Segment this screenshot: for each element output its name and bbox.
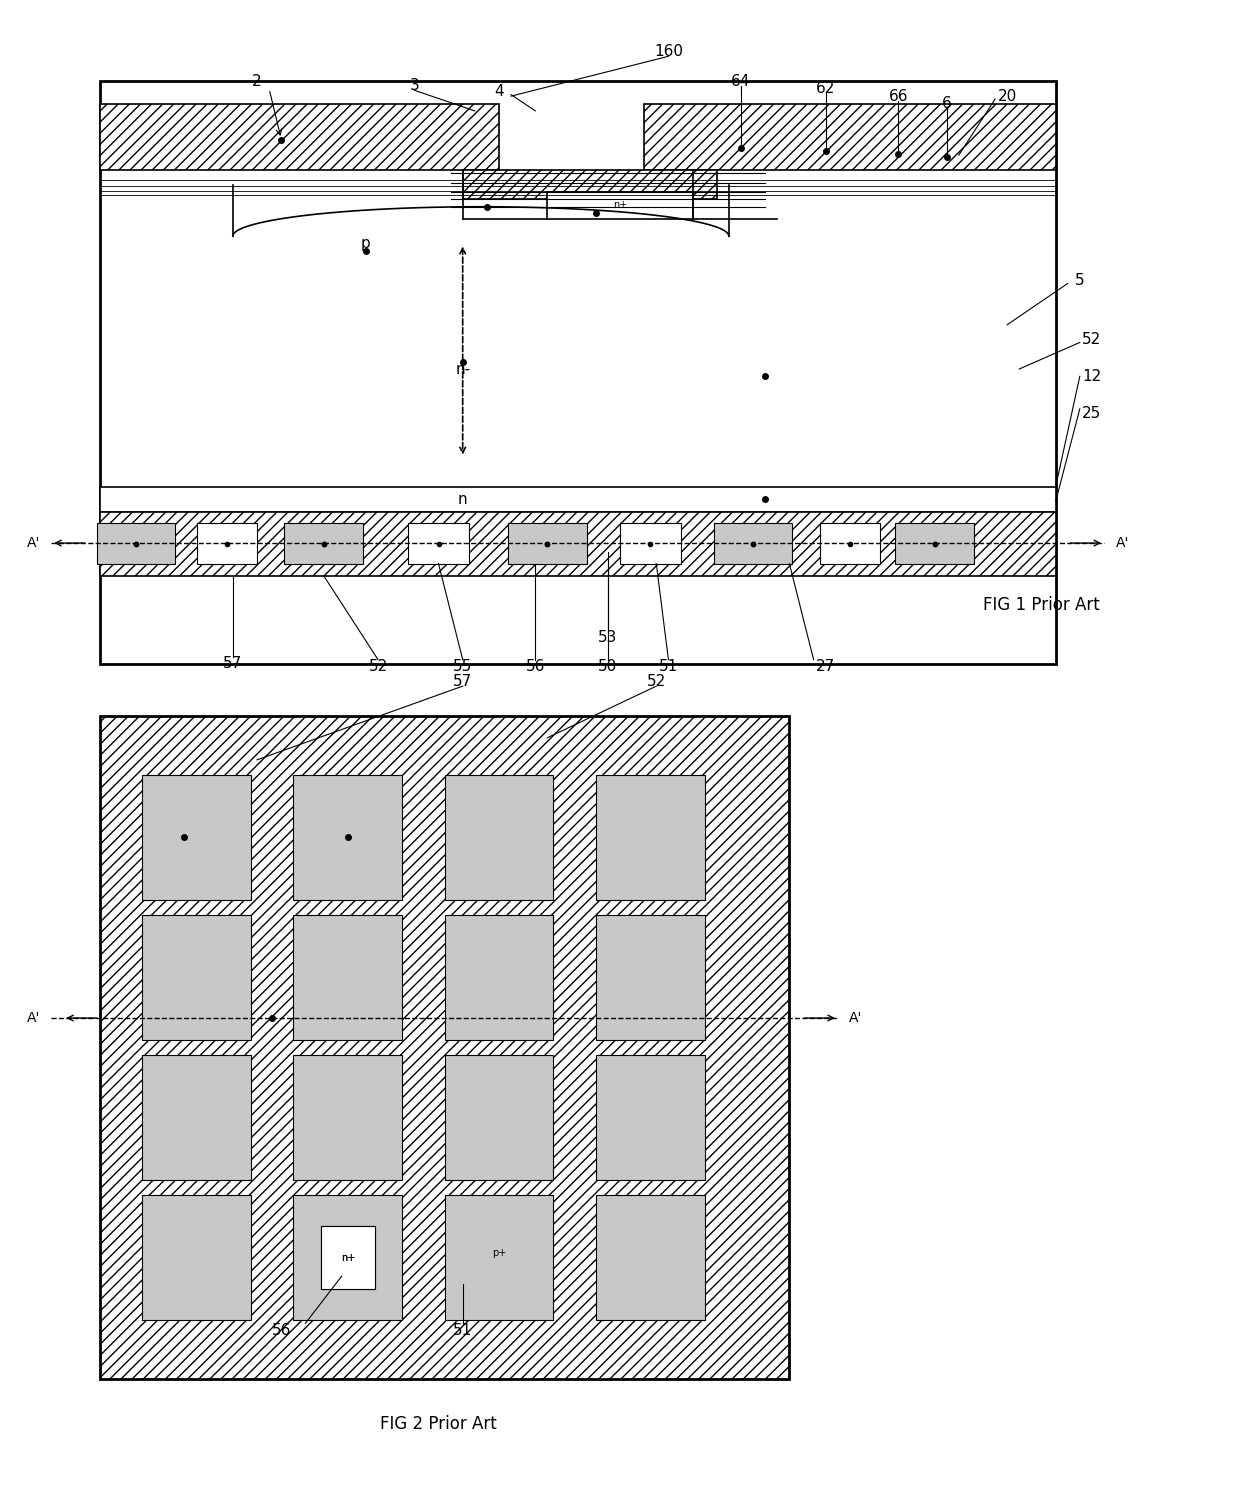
Bar bbox=[547, 193, 693, 218]
Text: 51: 51 bbox=[453, 1323, 472, 1338]
Bar bbox=[820, 524, 880, 564]
Bar bbox=[595, 1055, 704, 1180]
Bar bbox=[645, 104, 1055, 170]
Bar bbox=[284, 524, 363, 564]
Text: 56: 56 bbox=[272, 1323, 291, 1338]
Bar bbox=[99, 715, 790, 1380]
Text: n+: n+ bbox=[341, 1252, 355, 1263]
Text: 5: 5 bbox=[1075, 272, 1085, 287]
Text: 51: 51 bbox=[658, 659, 678, 674]
Text: 50: 50 bbox=[598, 659, 618, 674]
Text: n+: n+ bbox=[341, 1252, 355, 1263]
Text: 57: 57 bbox=[453, 674, 472, 689]
Text: A': A' bbox=[1116, 536, 1128, 549]
Bar bbox=[463, 170, 717, 199]
Text: 3: 3 bbox=[409, 78, 419, 93]
Text: 160: 160 bbox=[653, 44, 683, 59]
Bar bbox=[595, 915, 704, 1040]
Bar bbox=[445, 1055, 553, 1180]
Bar bbox=[294, 1055, 402, 1180]
Text: 52: 52 bbox=[1083, 333, 1101, 348]
Text: A': A' bbox=[26, 1011, 40, 1025]
Bar bbox=[99, 104, 498, 170]
Bar bbox=[508, 524, 587, 564]
Text: n+: n+ bbox=[613, 200, 627, 211]
Text: FIG 2 Prior Art: FIG 2 Prior Art bbox=[381, 1415, 497, 1433]
Text: n: n bbox=[458, 492, 467, 507]
Bar bbox=[595, 1195, 704, 1320]
Bar bbox=[408, 524, 469, 564]
Bar bbox=[445, 1195, 553, 1320]
Text: 64: 64 bbox=[732, 74, 750, 89]
Bar bbox=[620, 524, 681, 564]
Text: 25: 25 bbox=[1083, 406, 1101, 421]
Text: 62: 62 bbox=[816, 81, 836, 96]
Text: p: p bbox=[361, 236, 371, 251]
Bar bbox=[196, 524, 257, 564]
Bar bbox=[445, 775, 553, 900]
Bar bbox=[99, 488, 1055, 512]
Bar bbox=[445, 915, 553, 1040]
Text: A': A' bbox=[26, 536, 40, 549]
Text: 66: 66 bbox=[889, 89, 908, 104]
Bar bbox=[294, 1195, 402, 1320]
Bar bbox=[294, 915, 402, 1040]
Bar bbox=[714, 524, 792, 564]
Bar bbox=[97, 524, 175, 564]
Bar bbox=[143, 915, 250, 1040]
Bar bbox=[320, 1227, 374, 1288]
Text: p+: p+ bbox=[492, 1248, 506, 1258]
Text: 2: 2 bbox=[252, 74, 262, 89]
Bar bbox=[143, 1055, 250, 1180]
Bar bbox=[294, 775, 402, 900]
Text: 57: 57 bbox=[223, 656, 243, 671]
Text: n-: n- bbox=[455, 361, 470, 376]
Text: 20: 20 bbox=[997, 89, 1017, 104]
Text: FIG 1 Prior Art: FIG 1 Prior Art bbox=[983, 596, 1100, 614]
Text: 53: 53 bbox=[598, 631, 618, 646]
Text: 4: 4 bbox=[495, 84, 503, 99]
Text: 6: 6 bbox=[942, 96, 951, 111]
Text: 56: 56 bbox=[526, 659, 546, 674]
Text: 55: 55 bbox=[453, 659, 472, 674]
Text: A': A' bbox=[849, 1011, 863, 1025]
Text: 12: 12 bbox=[1083, 369, 1101, 384]
Bar bbox=[99, 81, 1055, 664]
Bar bbox=[143, 775, 250, 900]
Text: 52: 52 bbox=[368, 659, 388, 674]
Bar bbox=[320, 1227, 374, 1288]
Bar bbox=[895, 524, 973, 564]
Text: 52: 52 bbox=[647, 674, 666, 689]
Bar bbox=[595, 775, 704, 900]
Bar bbox=[143, 1195, 250, 1320]
Text: 27: 27 bbox=[816, 659, 836, 674]
Bar bbox=[99, 512, 1055, 575]
